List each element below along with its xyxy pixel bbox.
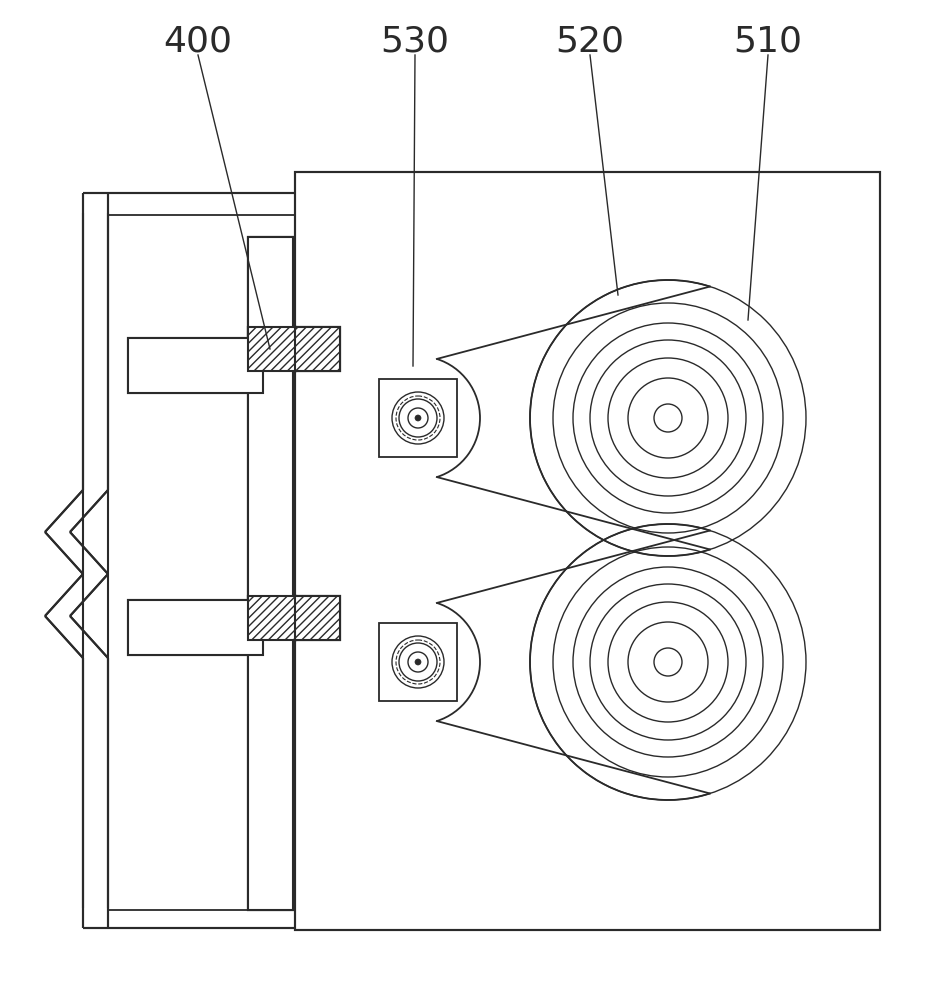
Bar: [248, 237, 293, 910]
Circle shape: [415, 415, 421, 421]
Bar: [379, 623, 457, 701]
Text: 510: 510: [734, 25, 803, 59]
Bar: [295, 596, 340, 640]
Bar: [248, 237, 293, 910]
Bar: [379, 379, 457, 457]
Bar: [248, 237, 293, 910]
Bar: [248, 327, 296, 371]
Bar: [128, 338, 263, 393]
Bar: [248, 596, 296, 640]
Bar: [295, 327, 340, 371]
Bar: [248, 327, 296, 371]
Bar: [295, 172, 880, 930]
Bar: [295, 327, 340, 371]
Bar: [295, 327, 340, 371]
Bar: [128, 600, 263, 655]
Bar: [248, 596, 296, 640]
Bar: [295, 172, 880, 930]
Bar: [248, 327, 296, 371]
Bar: [248, 596, 296, 640]
Text: 520: 520: [556, 25, 624, 59]
Bar: [128, 338, 263, 393]
Bar: [295, 596, 340, 640]
Text: 530: 530: [380, 25, 450, 59]
Text: 400: 400: [164, 25, 232, 59]
Bar: [295, 596, 340, 640]
Bar: [128, 600, 263, 655]
Circle shape: [415, 659, 421, 665]
